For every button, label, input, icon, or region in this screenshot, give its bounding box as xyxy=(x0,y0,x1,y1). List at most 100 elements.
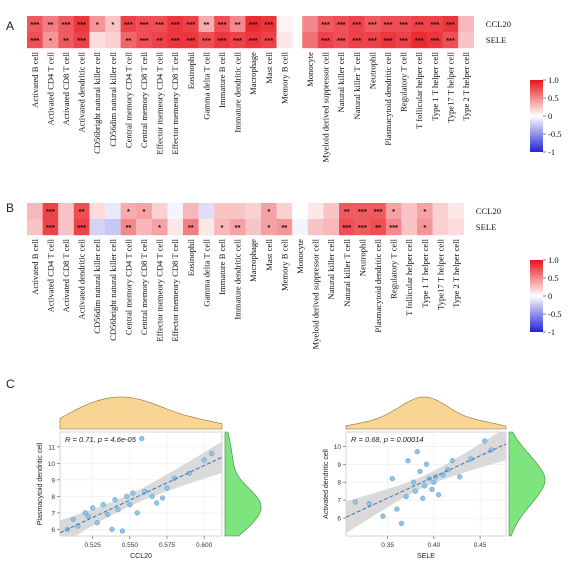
y-tick-label: 7 xyxy=(51,510,55,517)
heatmap-cell xyxy=(105,203,121,220)
significance-label: *** xyxy=(389,223,398,232)
heatmap-cell xyxy=(276,203,293,220)
heatmap-cell xyxy=(167,219,184,236)
significance-label: * xyxy=(111,20,114,29)
heatmap-cell xyxy=(307,203,324,220)
significance-label: *** xyxy=(446,20,455,29)
data-point xyxy=(104,511,111,518)
significance-label: *** xyxy=(30,36,39,45)
column-label: Neutrophil xyxy=(367,51,377,89)
y-tick-label: 6 xyxy=(337,516,341,523)
column-label: Natural killer T cell xyxy=(342,238,352,306)
data-point xyxy=(423,461,430,467)
heatmap-cell xyxy=(183,16,199,33)
column-label: Macrophage xyxy=(248,52,258,95)
column-label: Immature dendritic cell xyxy=(233,238,243,319)
heatmap-cell xyxy=(442,16,459,33)
data-point xyxy=(440,472,446,478)
colorbar-tick-label: 0 xyxy=(548,291,552,301)
significance-label: *** xyxy=(321,20,330,29)
heatmap-cell xyxy=(42,16,59,33)
significance-label: * xyxy=(49,36,52,45)
significance-label: *** xyxy=(140,36,149,45)
regression-line xyxy=(345,443,507,518)
significance-label: *** xyxy=(218,20,227,29)
column-label: Effector memeory CD8 T cell xyxy=(170,238,180,341)
significance-label: *** xyxy=(430,20,439,29)
significance-label: *** xyxy=(358,207,367,216)
y-tick-label: 8 xyxy=(51,494,55,501)
data-point xyxy=(134,510,140,516)
x-axis-title: CCL20 xyxy=(130,553,152,560)
column-label: Eosinophil xyxy=(186,51,196,89)
heatmap-cell xyxy=(261,219,277,236)
significance-label: * xyxy=(143,207,146,216)
x-tick-label: 0.45 xyxy=(474,542,487,549)
significance-label: *** xyxy=(374,207,383,216)
data-point xyxy=(482,438,488,444)
heatmap-cell xyxy=(151,16,168,33)
row-label: CCL20 xyxy=(476,206,501,216)
row-label: CCL20 xyxy=(486,19,511,29)
significance-label: *** xyxy=(249,20,258,29)
heatmap-cell xyxy=(333,16,350,33)
heatmap-cell xyxy=(229,203,246,220)
column-label: Plasmacytoid dendritic cell xyxy=(373,238,383,332)
heatmap-cell xyxy=(417,219,433,236)
heatmap-cell xyxy=(385,203,402,220)
significance-label: *** xyxy=(171,36,180,45)
data-point xyxy=(398,520,405,527)
heatmap-cell xyxy=(292,219,308,236)
heatmap-cell xyxy=(302,32,318,49)
significance-label: * xyxy=(96,20,99,29)
heatmap-cell xyxy=(151,32,168,49)
heatmap-cell xyxy=(73,32,90,49)
significance-label: *** xyxy=(46,207,55,216)
column-label: CD56bright natural killer cell xyxy=(108,238,118,341)
heatmap-cell xyxy=(245,203,262,220)
data-point xyxy=(124,493,130,500)
row-label: SELE xyxy=(486,35,507,45)
significance-label: *** xyxy=(342,223,351,232)
significance-label: *** xyxy=(446,36,455,45)
column-label: Activated CD8 T cell xyxy=(61,51,71,125)
heatmap-cell xyxy=(276,219,293,236)
heatmap-cell xyxy=(105,16,121,33)
heatmap-cell xyxy=(401,219,418,236)
column-label: Gamma delta T cell xyxy=(201,238,211,306)
heatmap-cell xyxy=(27,219,43,236)
heatmap-cell xyxy=(261,32,277,49)
column-label: CD56bright natural killer cell xyxy=(92,51,102,154)
column-label: Activated dendritic cell xyxy=(77,238,87,319)
significance-label: *** xyxy=(77,223,86,232)
column-label: CD56dim natural killer cell xyxy=(108,51,118,146)
data-point xyxy=(352,499,358,505)
column-label: Immature dendritic cell xyxy=(233,51,243,132)
significance-label: *** xyxy=(384,36,393,45)
heatmap-cell xyxy=(245,16,262,33)
heatmap-cell xyxy=(385,219,402,236)
y-tick-label: 7 xyxy=(337,498,341,505)
significance-label: *** xyxy=(368,36,377,45)
significance-label: * xyxy=(221,223,224,232)
heatmap-cell xyxy=(105,32,121,49)
data-point xyxy=(127,501,133,508)
marginal-density-x xyxy=(345,396,507,430)
heatmap-cell xyxy=(245,219,262,236)
column-label: Effector memeory CD4 T cell xyxy=(155,51,165,154)
data-point xyxy=(130,490,136,496)
heatmap-cell xyxy=(448,203,464,220)
data-point xyxy=(142,488,148,495)
heatmap-cell xyxy=(120,32,137,49)
heatmap-cell xyxy=(27,203,43,220)
significance-label: ** xyxy=(125,223,131,232)
significance-label: *** xyxy=(264,20,273,29)
heatmap-cell xyxy=(401,203,418,220)
heatmap-cell xyxy=(395,32,412,49)
heatmap-cell xyxy=(183,203,199,220)
heatmap-cell xyxy=(73,203,90,220)
column-label: T follicular helper cell xyxy=(414,51,424,129)
data-point xyxy=(201,457,207,463)
significance-label: ** xyxy=(63,36,69,45)
significance-label: * xyxy=(127,207,130,216)
